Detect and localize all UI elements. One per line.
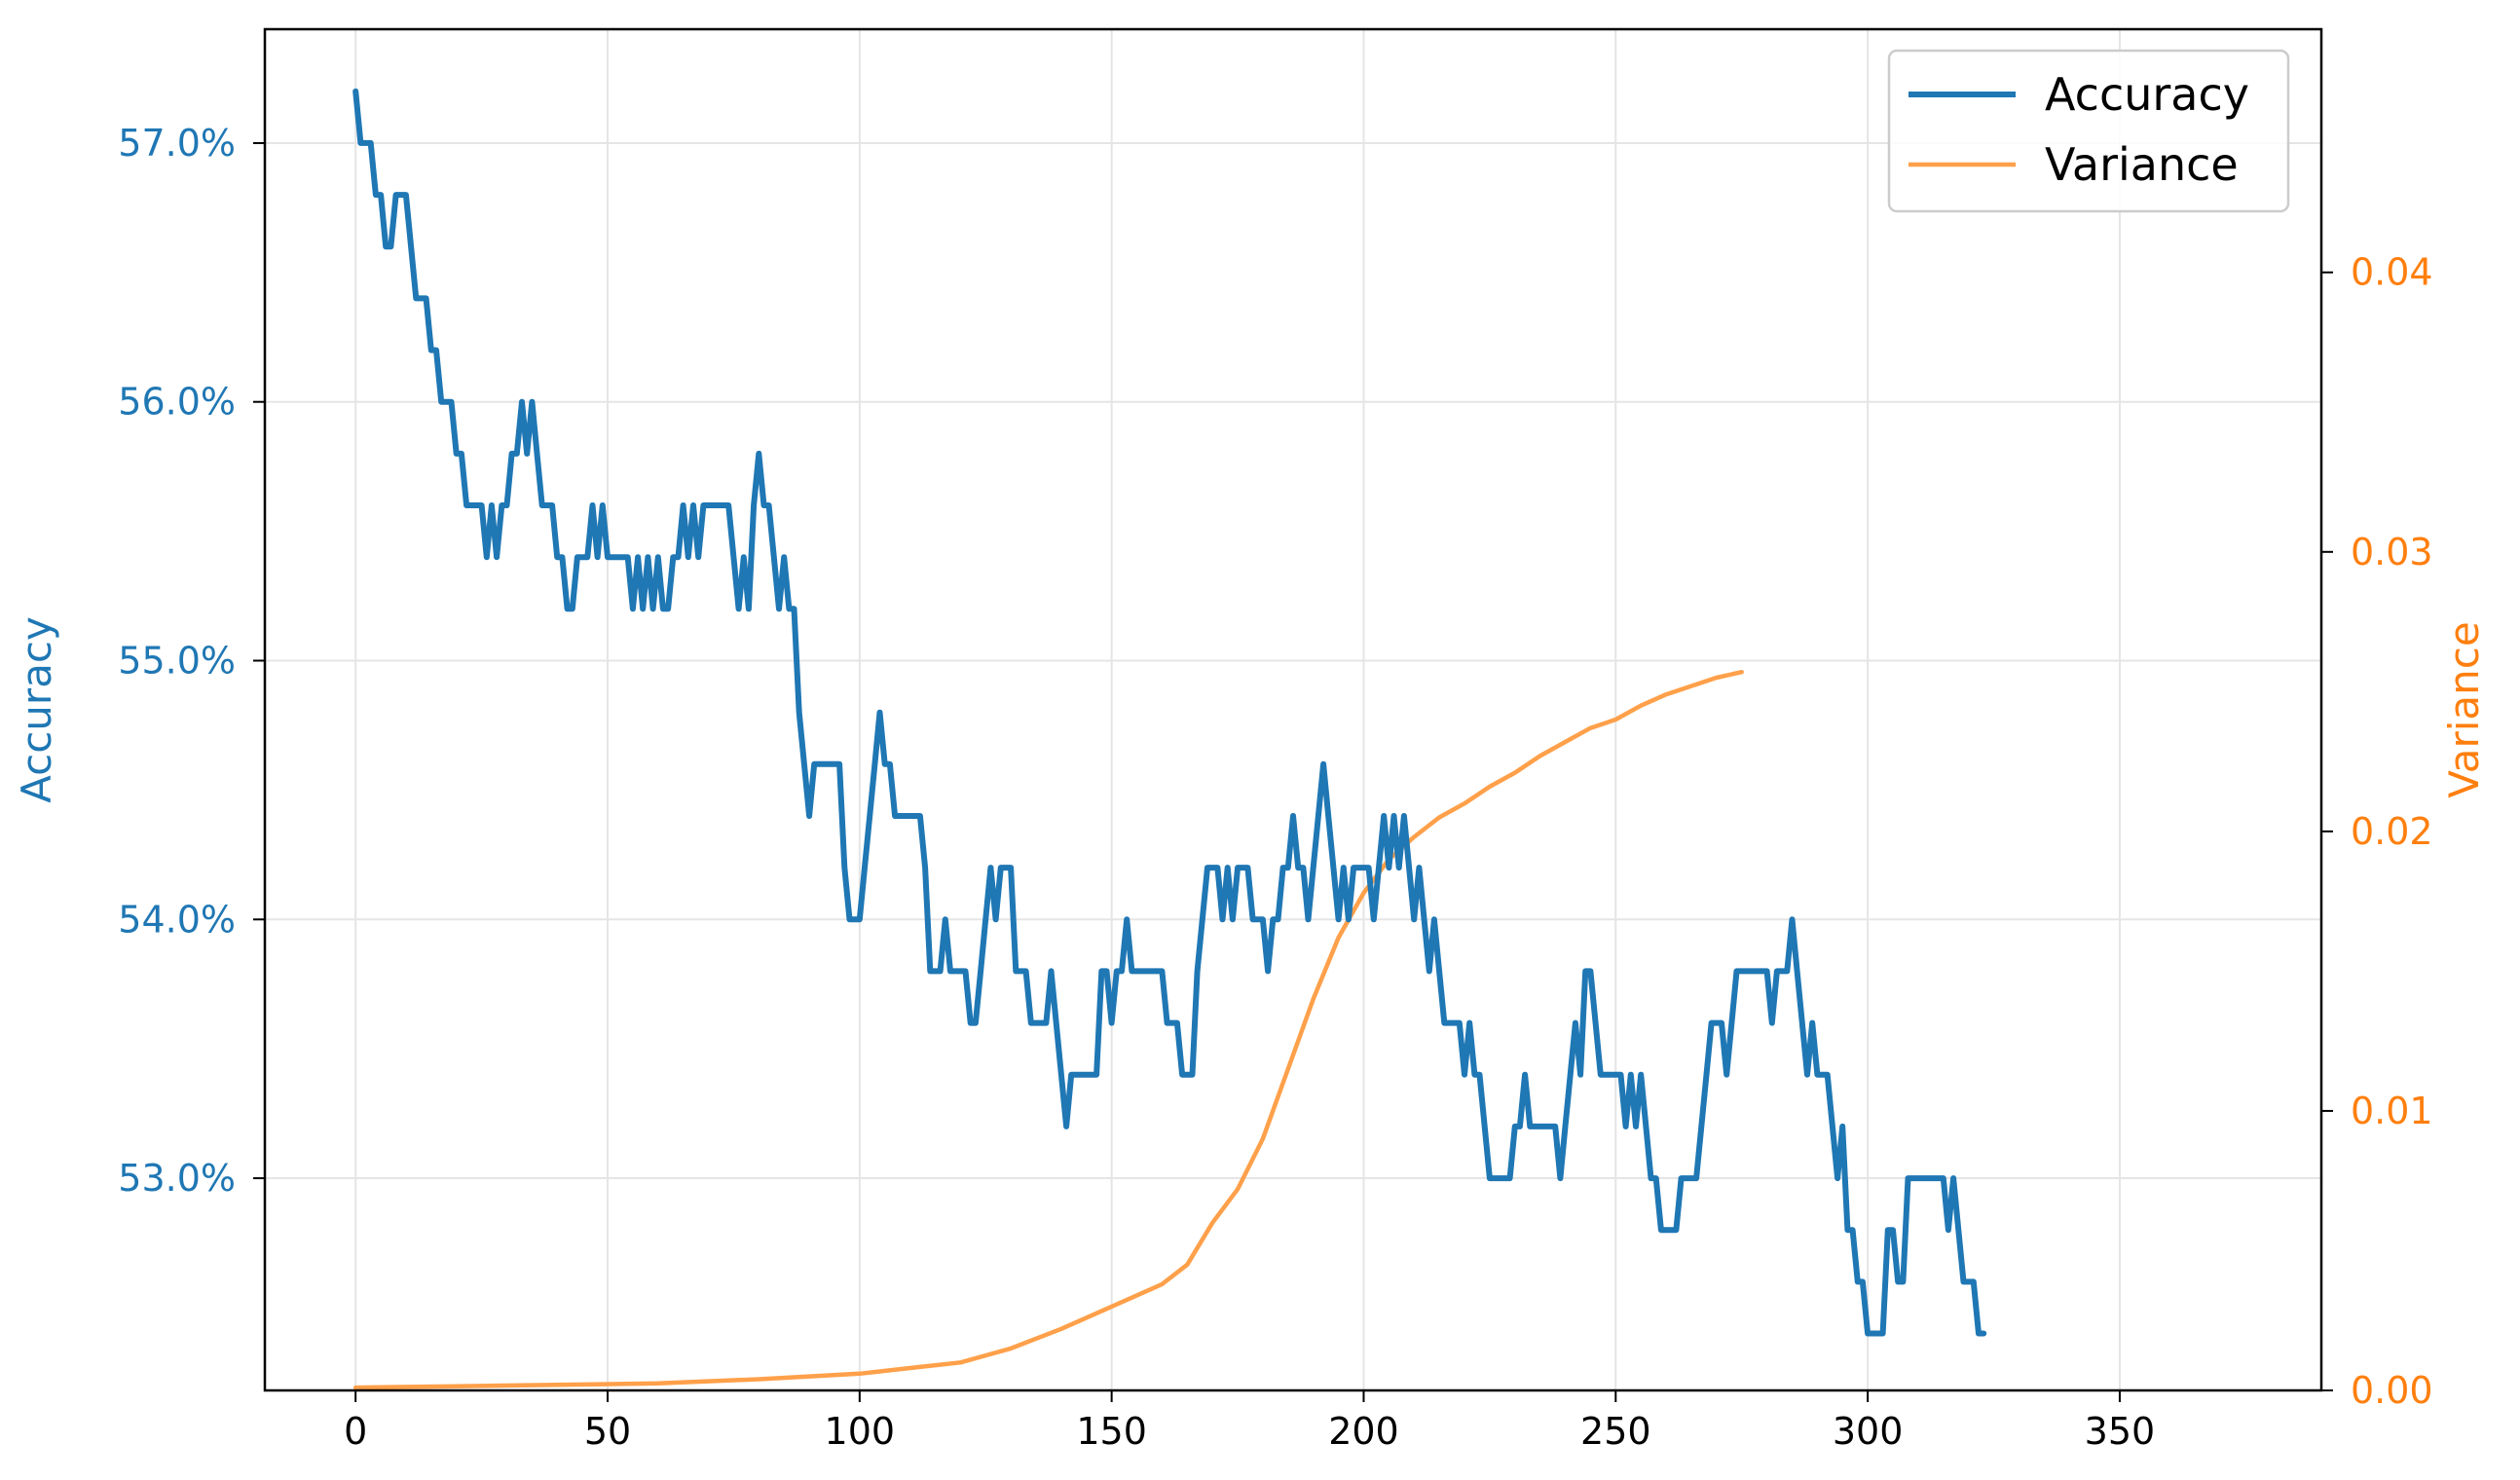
axis-ticks: 0 50 100 150 200 250 300 350 53.0% 54.0% 55.0% 56.0… (118, 122, 2432, 1453)
legend-label-accuracy: Accuracy (2045, 68, 2249, 121)
x-tick-label: 250 (1580, 1410, 1651, 1453)
x-tick-label: 300 (1833, 1410, 1904, 1453)
right-y-tick-label: 0.04 (2351, 251, 2433, 294)
left-y-tick-label: 53.0% (118, 1157, 236, 1200)
legend-label-variance: Variance (2045, 138, 2239, 191)
left-y-tick-label: 55.0% (118, 640, 236, 683)
left-y-tick-label: 54.0% (118, 898, 236, 941)
plot-frame (263, 27, 2323, 1392)
x-tick-label: 50 (584, 1410, 631, 1453)
left-axis-title: Accuracy (13, 616, 60, 803)
x-tick-label: 350 (2085, 1410, 2156, 1453)
right-y-tick-label: 0.02 (2351, 810, 2433, 853)
legend: Accuracy Variance (1887, 49, 2290, 213)
right-axis-title: Variance (2440, 621, 2488, 797)
right-y-tick-label: 0.03 (2351, 531, 2433, 574)
right-y-tick-label: 0.01 (2351, 1090, 2433, 1132)
x-tick-label: 150 (1076, 1410, 1147, 1453)
x-tick-label: 200 (1328, 1410, 1399, 1453)
series-layer (352, 88, 1987, 1390)
x-tick-label: 100 (825, 1410, 896, 1453)
x-tick-label: 0 (344, 1410, 367, 1453)
series-line-variance (352, 669, 1744, 1390)
legend-box (1887, 49, 2290, 213)
right-y-tick-label: 0.00 (2351, 1369, 2433, 1412)
left-y-tick-label: 57.0% (118, 122, 236, 165)
series-line-accuracy (352, 88, 1987, 1337)
left-y-tick-label: 56.0% (118, 381, 236, 424)
